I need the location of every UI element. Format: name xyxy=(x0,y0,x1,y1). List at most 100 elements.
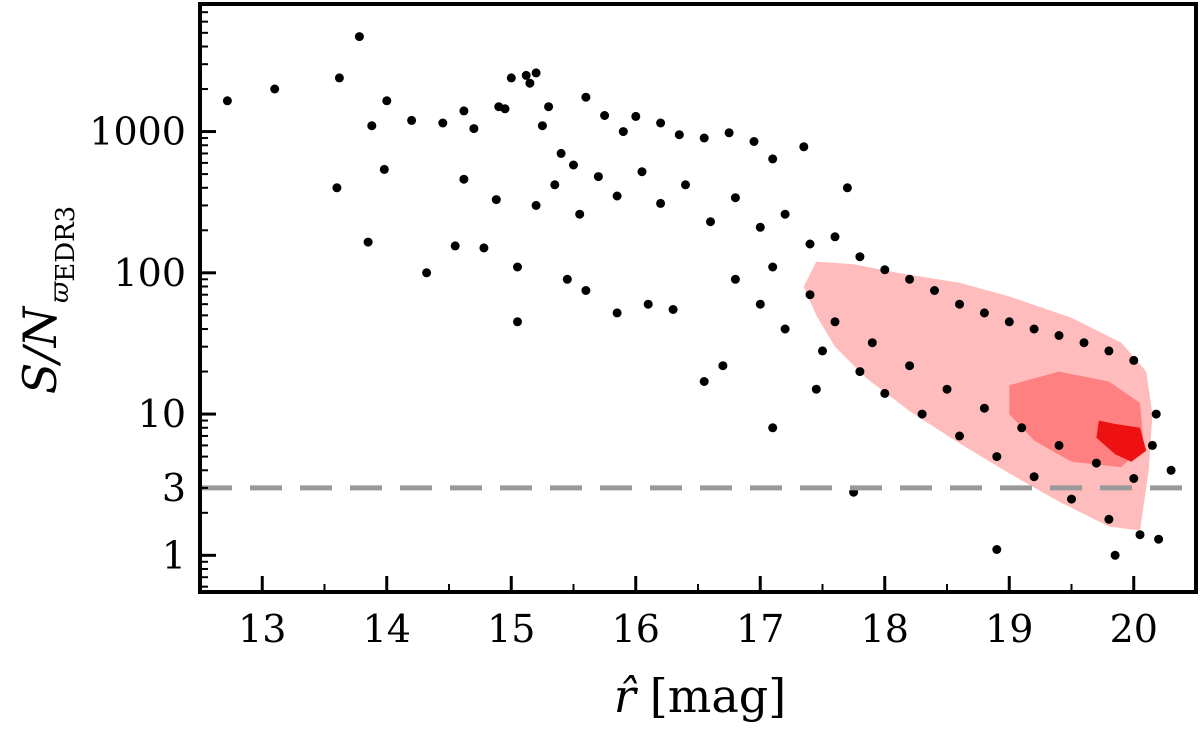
y-axis-title: S/NϖEDR3 xyxy=(13,206,81,394)
data-point xyxy=(979,403,989,413)
data-point xyxy=(459,174,469,184)
data-point xyxy=(407,115,417,125)
data-point xyxy=(674,130,684,140)
data-point xyxy=(550,180,560,190)
density-contour-high xyxy=(1096,420,1147,462)
plot-frame xyxy=(198,2,1198,594)
data-point xyxy=(363,237,373,247)
data-point xyxy=(334,73,344,83)
data-point xyxy=(1029,324,1039,334)
data-point xyxy=(755,299,765,309)
data-point xyxy=(500,104,510,114)
data-point xyxy=(1129,474,1139,483)
data-point xyxy=(422,268,432,278)
y-axis-title-subscript-symbol: ϖ xyxy=(45,281,75,303)
data-point xyxy=(768,262,778,272)
data-point xyxy=(730,274,740,284)
data-point xyxy=(755,222,765,232)
data-point xyxy=(354,32,364,42)
scatter-points xyxy=(222,32,1176,560)
svg-text:S/NϖEDR3: S/NϖEDR3 xyxy=(13,206,81,394)
data-point xyxy=(1054,440,1064,450)
data-point xyxy=(438,118,448,128)
data-point xyxy=(1104,346,1114,356)
data-point xyxy=(569,160,578,170)
data-point xyxy=(618,127,628,137)
data-point xyxy=(955,299,964,309)
data-point xyxy=(270,84,280,94)
data-point xyxy=(1029,472,1039,482)
data-point xyxy=(491,195,501,205)
x-tick-label: 15 xyxy=(487,607,535,651)
data-point xyxy=(855,367,865,377)
data-point xyxy=(1147,440,1157,450)
data-point xyxy=(382,96,392,106)
data-point xyxy=(1129,355,1139,365)
data-point xyxy=(562,274,572,284)
data-point xyxy=(513,317,522,327)
data-point xyxy=(575,209,585,219)
data-point xyxy=(749,137,759,146)
data-point xyxy=(805,290,815,300)
data-point xyxy=(805,239,815,249)
data-point xyxy=(992,452,1002,462)
data-point xyxy=(531,68,541,78)
data-point xyxy=(521,70,531,80)
data-point xyxy=(450,241,460,251)
data-point xyxy=(612,308,622,318)
density-contour-low xyxy=(803,261,1153,531)
axis-ticks xyxy=(199,3,1197,592)
data-point xyxy=(942,384,952,394)
data-point xyxy=(593,172,603,182)
data-point xyxy=(830,317,840,327)
data-point xyxy=(706,217,715,227)
data-point xyxy=(656,198,666,208)
data-point xyxy=(513,262,522,272)
data-point xyxy=(1067,494,1076,504)
data-point xyxy=(1110,550,1120,560)
x-tick-label: 14 xyxy=(363,607,411,651)
data-point xyxy=(537,121,547,131)
x-tick-label: 20 xyxy=(1110,607,1158,651)
data-point xyxy=(1166,465,1176,475)
data-point xyxy=(730,193,740,203)
data-point xyxy=(1054,331,1064,340)
data-point xyxy=(1135,530,1145,540)
data-point xyxy=(1104,514,1114,524)
data-point xyxy=(459,106,469,116)
data-point xyxy=(842,183,852,193)
data-point xyxy=(880,265,890,275)
data-point xyxy=(600,111,610,120)
data-point xyxy=(799,142,809,152)
data-point xyxy=(1091,458,1101,468)
data-point xyxy=(469,124,479,134)
y-tick-label: 3 xyxy=(162,466,186,510)
data-point xyxy=(780,209,790,219)
data-point xyxy=(867,338,877,348)
data-point xyxy=(1017,423,1027,433)
data-point xyxy=(930,286,939,295)
y-tick-label: 1 xyxy=(162,533,186,577)
data-point xyxy=(332,183,342,193)
x-axis-title-unit: [mag] xyxy=(650,669,786,723)
data-point xyxy=(379,164,389,174)
data-point xyxy=(643,299,653,309)
x-axis-title: r̂ [mag] xyxy=(614,669,786,723)
data-point xyxy=(581,286,591,295)
data-point xyxy=(955,431,964,441)
x-tick-label: 17 xyxy=(736,607,784,651)
data-point xyxy=(780,324,790,334)
y-axis-title-main: S/N xyxy=(13,305,67,394)
data-point xyxy=(905,274,915,284)
x-tick-label: 18 xyxy=(861,607,909,651)
x-tick-label: 16 xyxy=(612,607,660,651)
data-point xyxy=(917,409,927,419)
x-axis-title-symbol: r̂ xyxy=(614,669,639,723)
data-point xyxy=(531,200,541,210)
data-point xyxy=(581,92,591,102)
data-point xyxy=(631,111,641,121)
x-tick-label: 19 xyxy=(985,607,1033,651)
data-point xyxy=(612,191,622,201)
data-point xyxy=(479,243,489,253)
